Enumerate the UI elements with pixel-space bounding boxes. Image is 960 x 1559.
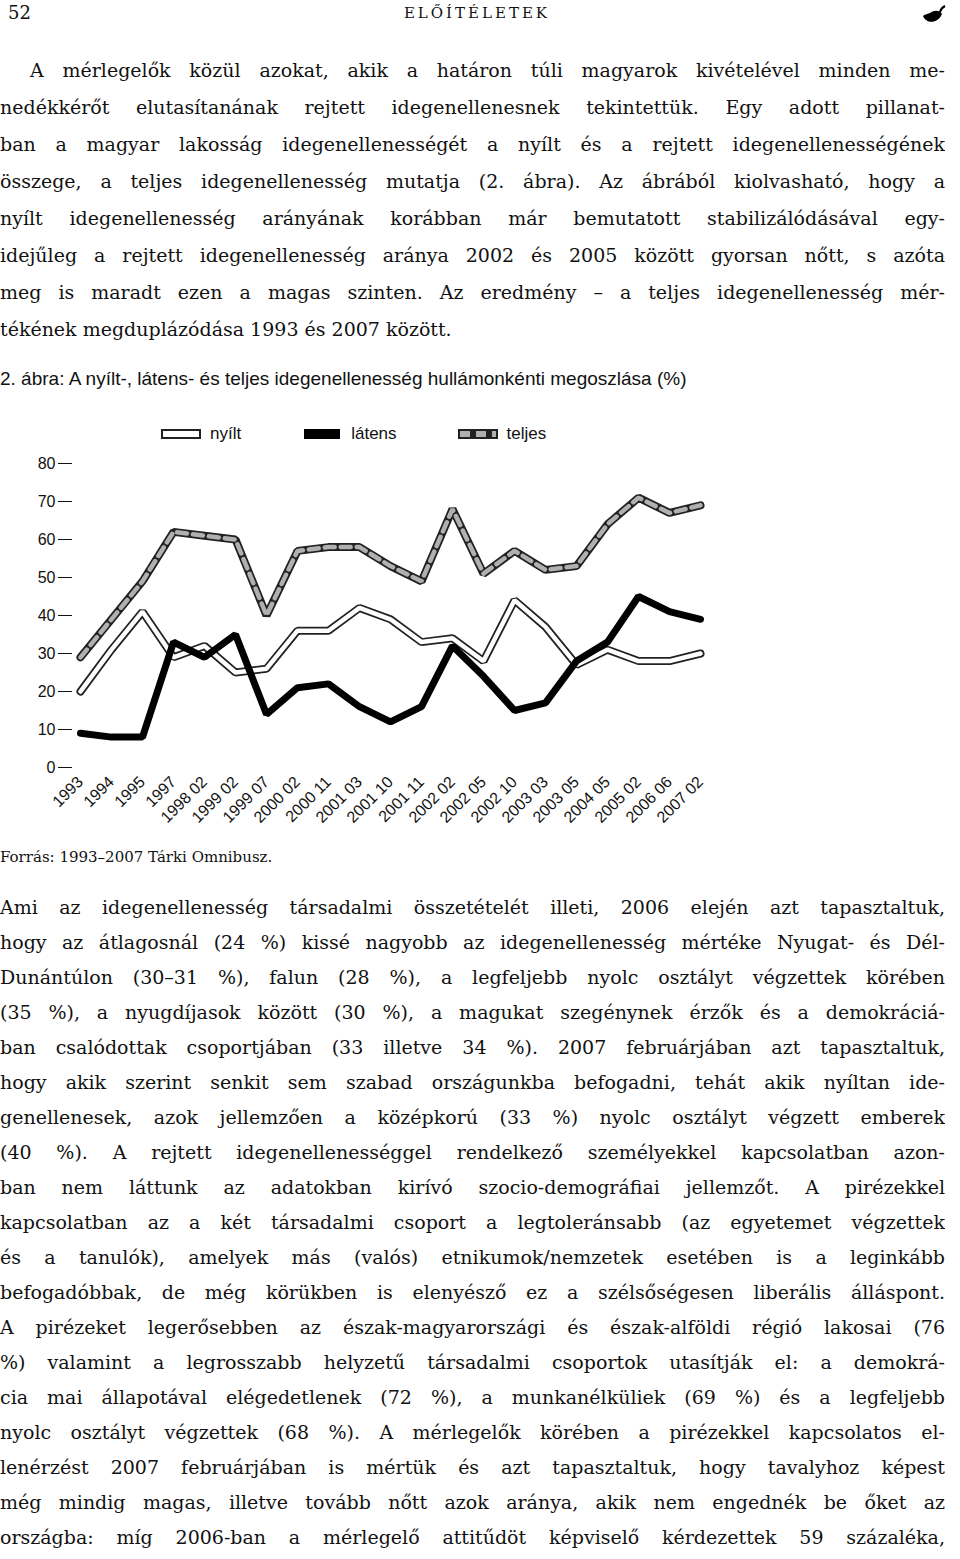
svg-text:2002 02: 2002 02 [405,773,459,826]
html-text:teljes: teljes [506,424,547,443]
svg-text:30: 30 [38,645,56,662]
svg-text:1994: 1994 [80,773,117,810]
svg-text:2000 11: 2000 11 [282,773,335,826]
svg-text:2000 02: 2000 02 [250,773,304,826]
html-text:lenérzést 2007 februárjában is: lenérzést 2007 februárjában is mértük és… [0,1456,945,1478]
html-text:idejűleg a rejtett idegenellen: idejűleg a rejtett idegenellenesség arán… [0,244,945,266]
html-text:meg is maradt ezen a magas szi: meg is maradt ezen a magas szinten. Az e… [0,281,945,303]
html-text:Ami az idegenellenesség társad: Ami az idegenellenesség társadalmi össze… [0,896,945,918]
svg-text:2001 11: 2001 11 [375,773,428,826]
svg-text:60: 60 [38,531,56,548]
html-text:látens: látens [351,424,397,443]
html-text:ELŐÍTÉLETEK: ELŐÍTÉLETEK [403,4,551,22]
html-text:A pirézeket legerősebben az és: A pirézeket legerősebben az észak-magyar… [0,1316,945,1338]
html-text:összege, a teljes idegenellene: összege, a teljes idegenellenesség mutat… [0,170,945,192]
html-text:%) valamint a legrosszabb hely: %) valamint a legrosszabb helyzetű társa… [0,1351,945,1373]
svg-text:2006 06: 2006 06 [622,773,676,826]
html-text:befogadóbbak, de még körükben: befogadóbbak, de még körükben is elenyés… [0,1281,945,1303]
svg-text:2001 10: 2001 10 [343,773,397,826]
html-text:2. ábra: A nyílt-, látens- és: 2. ábra: A nyílt-, látens- és teljes ide… [0,368,687,389]
html-text:országba: míg 2006-ban a mérle: országba: míg 2006-ban a mérlegelő attit… [0,1526,945,1548]
html-text:Dunántúlon (30–31 %), falun (2: Dunántúlon (30–31 %), falun (28 %), a le… [0,966,945,988]
html-text:Forrás: 1993–2007 Tárki Omnibu: Forrás: 1993–2007 Tárki Omnibusz. [0,848,273,866]
svg-text:10: 10 [38,721,56,738]
html-text:nyílt: nyílt [210,424,242,443]
svg-text:70: 70 [38,493,56,510]
html-text:és a tanulók), amelyek más (va: és a tanulók), amelyek más (valós) etnik… [0,1246,945,1268]
svg-text:20: 20 [38,683,56,700]
html-text:hogy akik szerint senkit sem s: hogy akik szerint senkit sem szabad orsz… [0,1071,945,1093]
svg-text:1993: 1993 [49,773,86,810]
svg-text:2005 02: 2005 02 [591,773,645,826]
svg-text:50: 50 [38,569,56,586]
svg-text:0: 0 [47,759,56,776]
svg-text:1999 02: 1999 02 [188,773,242,826]
svg-text:1995: 1995 [111,773,148,810]
html-text:ban nem láttunk az adatokban k: ban nem láttunk az adatokban kirívó szoc… [0,1176,945,1198]
html-text:nyílt idegenellenesség arányán: nyílt idegenellenesség arányának korábba… [0,207,945,229]
html-text:(40 %). A rejtett idegenellene: (40 %). A rejtett idegenellenességgel re… [0,1141,945,1163]
svg-text:2001 03: 2001 03 [312,773,366,826]
html-text:genellenesek, azok jellemzően: genellenesek, azok jellemzően a középkor… [0,1106,945,1128]
html-text:nyolc osztályt végzettek (68 %: nyolc osztályt végzettek (68 %). A mérle… [0,1421,945,1443]
html-text:nedékkérőt elutasítanának rejt: nedékkérőt elutasítanának rejtett idegen… [0,96,945,118]
svg-text:1998 02: 1998 02 [157,773,211,826]
svg-text:40: 40 [38,607,56,624]
html-text:52: 52 [8,2,31,23]
html-text:tékének megduplázódása 1993 és: tékének megduplázódása 1993 és 2007 közö… [0,318,452,340]
html-text:ban a magyar lakosság idegenel: ban a magyar lakosság idegenellenességét… [0,133,945,155]
svg-text:80: 80 [38,455,56,472]
html-text:kapcsolatban az a két társadal: kapcsolatban az a két társadalmi csoport… [0,1211,945,1233]
html-text:még mindig magas, illetve tová: még mindig magas, illetve tovább nőtt az… [0,1491,945,1513]
svg-text:2003 03: 2003 03 [498,773,552,826]
svg-text:1997: 1997 [142,773,180,811]
svg-text:2002 05: 2002 05 [436,773,490,826]
html-text:ban csalódottak csoportjában (: ban csalódottak csoportjában (33 illetve… [0,1036,945,1058]
html-text:cia mai állapotával elégedetle: cia mai állapotával elégedetlenek (72 %)… [0,1386,945,1408]
html-text:(35 %), a nyugdíjasok között (: (35 %), a nyugdíjasok között (30 %), a m… [0,1001,945,1023]
html-text:hogy az átlagosnál (24 %) kiss: hogy az átlagosnál (24 %) kissé nagyobb … [0,931,945,953]
svg-text:2002 10: 2002 10 [467,773,521,826]
svg-text:2004 05: 2004 05 [560,773,614,826]
svg-text:2007 02: 2007 02 [653,773,706,826]
svg-text:1999 07: 1999 07 [219,773,273,826]
svg-text:2003 05: 2003 05 [529,773,583,826]
html-text:A mérlegelők közül azokat, aki: A mérlegelők közül azokat, akik a határo… [30,59,945,81]
